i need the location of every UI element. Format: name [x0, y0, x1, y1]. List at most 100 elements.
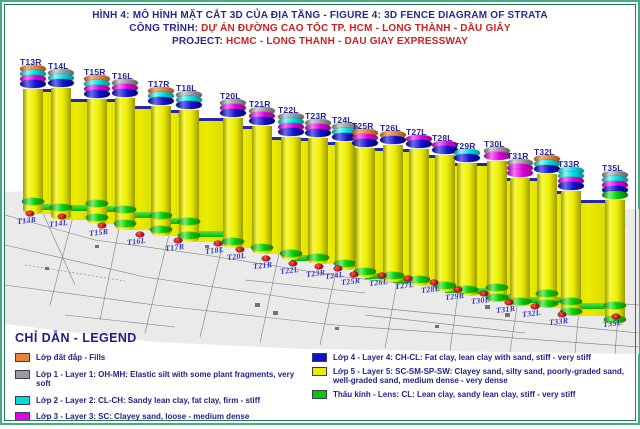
stratum-band-layer4: [20, 80, 46, 88]
borehole-shaft: [307, 138, 329, 264]
borehole-T27L: T27L: [406, 127, 432, 286]
lens-band: [50, 204, 72, 211]
lens-band: [222, 238, 244, 245]
lens-band: [509, 298, 531, 305]
lens-band: [33, 204, 61, 210]
legend-swatch-lens: [312, 389, 327, 399]
stratum-band-layer3: [507, 169, 533, 177]
borehole-T20L: T20L: [220, 91, 246, 248]
marker-dot-icon: [404, 276, 412, 281]
marker-dot-icon: [174, 238, 182, 243]
lens-band: [497, 294, 520, 300]
figure-header: HÌNH 4: MÔ HÌNH MẶT CẮT 3D CỦA ĐỊA TẦNG …: [2, 9, 638, 48]
borehole-label: T33R: [558, 159, 580, 169]
stratum-band-layer3: [112, 84, 138, 92]
borehole-label: T21R: [249, 99, 271, 109]
borehole-label: T27L: [406, 127, 427, 137]
borehole-T17R: T17R: [148, 79, 174, 236]
stratum-band-layer3: [84, 85, 110, 93]
lens-band: [22, 198, 44, 205]
borehole-T31R: T31R: [507, 151, 533, 306]
lens-band: [178, 218, 200, 225]
stratum-band-layer4: [112, 89, 138, 97]
lens-band: [114, 220, 136, 227]
borehole-label: T28L: [432, 133, 453, 143]
stratum-band-layer4: [534, 165, 560, 173]
borehole-shaft: [50, 88, 72, 220]
borehole-label: T32L: [534, 147, 555, 157]
lens-band: [604, 316, 626, 323]
lens-band: [161, 218, 189, 224]
marker-dot-icon: [262, 256, 270, 261]
borehole-label: T18L: [176, 83, 197, 93]
lens-band: [382, 272, 404, 279]
borehole-T35L: T35L: [602, 163, 628, 324]
legend-column-left: Lớp đất đắp - Fills Lớp 1 - Layer 1: OH-…: [15, 353, 300, 429]
stratum-band-layer4: [220, 109, 246, 117]
lens-band: [486, 294, 508, 301]
figure-title: HÌNH 4: MÔ HÌNH MẶT CẮT 3D CỦA ĐỊA TẦNG …: [92, 10, 548, 21]
lens-band: [86, 200, 108, 207]
borehole-label: T35L: [602, 163, 623, 173]
stratum-band-layer2: [332, 128, 358, 136]
lens-band: [571, 303, 615, 309]
marker-dot-icon: [430, 280, 438, 285]
lens-band: [434, 282, 456, 289]
borehole-T25R: T25R: [352, 121, 378, 278]
borehole-shaft: [280, 137, 302, 260]
borehole-T15R: T15R: [84, 67, 110, 224]
marker-dot-icon: [136, 232, 144, 237]
legend-label: Lớp 4 - Layer 4: CH-CL: Fat clay, lean c…: [333, 353, 592, 362]
lens-band: [251, 244, 273, 251]
stratum-band-layer4: [84, 90, 110, 98]
stratum-band-layer3: [220, 104, 246, 112]
project-name-en: HCMC - LONG THANH - DAU GIAY EXPRESSWAY: [223, 36, 468, 47]
stratum-band-layer3: [352, 134, 378, 142]
stratum-band-layer3: [305, 124, 331, 132]
stratum-band-layer1: [602, 171, 628, 179]
borehole-T33R: T33R: [558, 159, 584, 316]
marker-dot-icon: [98, 223, 106, 228]
stratum-band-layer4: [305, 129, 331, 137]
borehole-shaft: [408, 149, 430, 286]
borehole-shaft: [354, 148, 376, 278]
stratum-band-layer3: [507, 164, 533, 172]
lens-band: [307, 254, 329, 261]
borehole-T21R: T21R: [249, 99, 275, 254]
legend-item-layer2: Lớp 2 - Layer 2: CL-CH: Sandy lean clay,…: [15, 395, 300, 406]
legend-item-layer3: Lớp 3 - Layer 3: SC: Clayey sand, loose …: [15, 412, 300, 422]
legend-item-fills: Lớp đất đắp - Fills: [15, 353, 300, 363]
stratum-band-layer4: [432, 146, 458, 154]
stratum-band-layer2: [20, 70, 46, 78]
marker-dot-icon: [58, 214, 66, 219]
lens-band: [150, 212, 172, 219]
borehole-T23R: T23R: [305, 111, 331, 264]
marker-dot-icon: [378, 273, 386, 278]
borehole-T16L: T16L: [112, 71, 138, 230]
stratum-band-layer2: [602, 176, 628, 184]
borehole-shaft: [604, 200, 626, 324]
fence-diagram: T13R T14L T15R T16L T17R T18L T20L T21R T22L T23R…: [2, 2, 639, 423]
marker-dot-icon: [480, 291, 488, 296]
legend-item-layer1: Lớp 1 - Layer 1: OH-MH: Elastic silt wit…: [15, 369, 300, 389]
marker-dot-icon: [505, 300, 513, 305]
borehole-T18L: T18L: [176, 83, 202, 242]
borehole-label: T20L: [220, 91, 241, 101]
marker-dot-icon: [26, 211, 34, 216]
borehole-label: T15R: [84, 67, 106, 77]
stratum-band-layer2: [534, 160, 560, 168]
borehole-shaft: [86, 99, 108, 224]
stratum-band-fills: [380, 131, 406, 139]
stratum-band-layer4: [176, 101, 202, 109]
stratum-band-layer1: [278, 113, 304, 121]
stratum-band-layer2: [454, 149, 480, 157]
stratum-band-layer2: [176, 96, 202, 104]
lens-band: [408, 276, 430, 283]
stratum-band-layer4: [249, 117, 275, 125]
legend-label: Thấu kính - Lens: CL: Lean clay, sandy l…: [333, 389, 576, 399]
stratum-band-layer4: [602, 186, 628, 194]
stratum-band-layer2: [558, 172, 584, 180]
stratum-band-layer4: [352, 139, 378, 147]
borehole-label: T14L: [48, 61, 69, 71]
borehole-label: T25R: [352, 121, 374, 131]
